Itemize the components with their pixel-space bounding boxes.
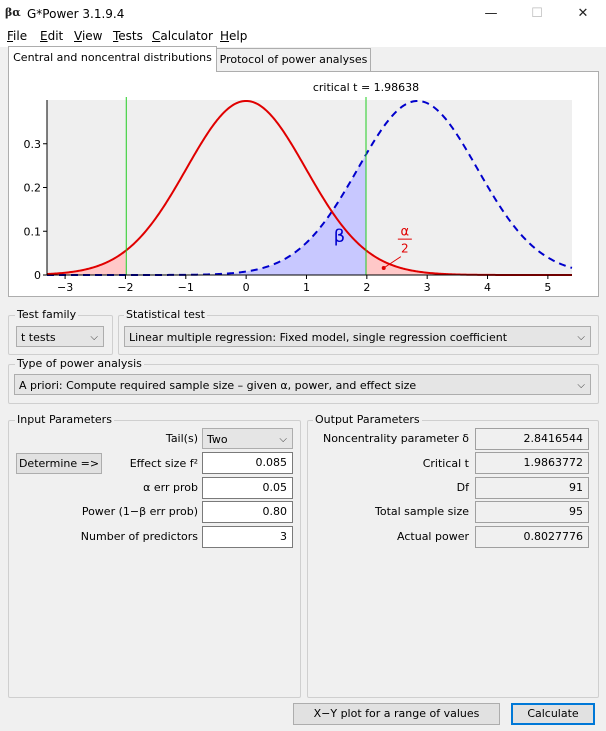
chevron-down-icon: ⌵ <box>279 434 287 445</box>
x-tick-label: 3 <box>424 281 431 294</box>
statistical-test-label: Statistical test <box>124 308 207 321</box>
statistical-test-group <box>118 315 599 355</box>
x-tick-label: −1 <box>178 281 194 294</box>
x-tick-label: 4 <box>484 281 491 294</box>
title-bar: βα G*Power 3.1.9.4 — ☐ ✕ <box>0 0 606 28</box>
xy-plot-button[interactable]: X−Y plot for a range of values <box>293 703 500 725</box>
statistical-test-value: Linear multiple regression: Fixed model,… <box>129 331 508 344</box>
x-tick-label: 2 <box>363 281 370 294</box>
total-sample-size-value: 95 <box>475 501 589 523</box>
tails-label: Tail(s) <box>165 432 198 445</box>
x-tick-label: −2 <box>117 281 133 294</box>
alpha-label: α <box>401 225 410 240</box>
x-tick-label: 5 <box>544 281 551 294</box>
total-sample-size-label: Total sample size <box>374 505 469 518</box>
effect-size-input[interactable]: 0.085 <box>202 452 293 474</box>
determine-button[interactable]: Determine => <box>16 453 102 474</box>
power-analysis-group <box>8 364 599 404</box>
y-tick-label: 0.3 <box>24 138 42 151</box>
power-analysis-select[interactable]: A priori: Compute required sample size –… <box>14 374 591 395</box>
alpha-denominator: 2 <box>401 241 409 255</box>
predictors-label: Number of predictors <box>80 530 198 543</box>
maximize-icon[interactable]: ☐ <box>531 6 543 21</box>
effect-size-label: Effect size f² <box>129 457 198 470</box>
x-tick-label: 1 <box>303 281 310 294</box>
df-value: 91 <box>475 477 589 499</box>
alpha-right-area <box>366 250 572 275</box>
calculate-button[interactable]: Calculate <box>511 703 595 725</box>
critical-t-label: Critical t <box>422 457 469 470</box>
y-tick-label: 0.1 <box>24 225 42 238</box>
menu-calculator[interactable]: Calculator <box>152 29 213 43</box>
power-input[interactable]: 0.80 <box>202 501 293 523</box>
test-family-label: Test family <box>15 308 79 321</box>
chart-title: critical t = 1.98638 <box>313 81 419 94</box>
critical-t-value: 1.9863772 <box>475 452 589 474</box>
window-title: G*Power 3.1.9.4 <box>27 7 125 21</box>
power-label: Power (1−β err prob) <box>81 505 198 518</box>
chevron-down-icon: ⌵ <box>577 332 585 343</box>
app-icon: βα <box>5 6 21 19</box>
distribution-plot-panel: −3 −2 −1 0 1 2 3 4 5 0 0.1 0.2 0.3 critical t = 1.98… <box>8 71 599 297</box>
x-tick-label: −3 <box>57 281 73 294</box>
close-icon[interactable]: ✕ <box>577 6 589 21</box>
alpha-err-input[interactable]: 0.05 <box>202 477 293 499</box>
alpha-left-area <box>47 250 127 275</box>
menu-bar: File Edit View Tests Calculator Help <box>0 28 606 47</box>
alpha-pointer-dot <box>381 266 386 270</box>
df-label: Df <box>456 481 469 494</box>
distribution-chart: −3 −2 −1 0 1 2 3 4 5 0 0.1 0.2 0.3 critical t = 1.98… <box>24 81 573 294</box>
menu-view[interactable]: View <box>74 29 103 43</box>
beta-area <box>47 155 367 275</box>
y-tick-label: 0.2 <box>24 182 42 195</box>
statistical-test-select[interactable]: Linear multiple regression: Fixed model,… <box>124 326 591 347</box>
output-parameters-label: Output Parameters <box>313 413 422 426</box>
alpha-err-label: α err prob <box>143 481 198 494</box>
output-parameters-group <box>307 420 599 698</box>
tails-value: Two <box>207 433 228 446</box>
predictors-input[interactable]: 3 <box>202 526 293 548</box>
menu-tests[interactable]: Tests <box>113 29 143 43</box>
menu-edit[interactable]: Edit <box>40 29 64 43</box>
chevron-down-icon: ⌵ <box>90 332 98 343</box>
noncentrality-value: 2.8416544 <box>475 428 589 450</box>
noncentrality-label: Noncentrality parameter δ <box>322 432 469 445</box>
input-parameters-group <box>8 420 301 698</box>
menu-file[interactable]: File <box>7 29 28 43</box>
minimize-icon[interactable]: — <box>484 6 498 21</box>
test-family-value: t tests <box>21 331 56 344</box>
menu-help[interactable]: Help <box>220 29 248 43</box>
tab-distributions[interactable]: Central and noncentral distributions <box>8 46 217 72</box>
actual-power-value: 0.8027776 <box>475 526 589 548</box>
tab-protocol[interactable]: Protocol of power analyses <box>216 48 371 71</box>
input-parameters-label: Input Parameters <box>15 413 114 426</box>
chevron-down-icon: ⌵ <box>577 380 585 391</box>
tails-select[interactable]: Two ⌵ <box>202 428 293 449</box>
power-analysis-label: Type of power analysis <box>15 357 144 370</box>
x-tick-label: 0 <box>243 281 250 294</box>
y-tick-label: 0 <box>34 269 41 282</box>
test-family-select[interactable]: t tests ⌵ <box>16 326 104 347</box>
alpha-pointer <box>383 256 402 269</box>
beta-label: β <box>334 226 346 247</box>
actual-power-label: Actual power <box>397 530 469 543</box>
power-analysis-value: A priori: Compute required sample size –… <box>19 379 417 392</box>
